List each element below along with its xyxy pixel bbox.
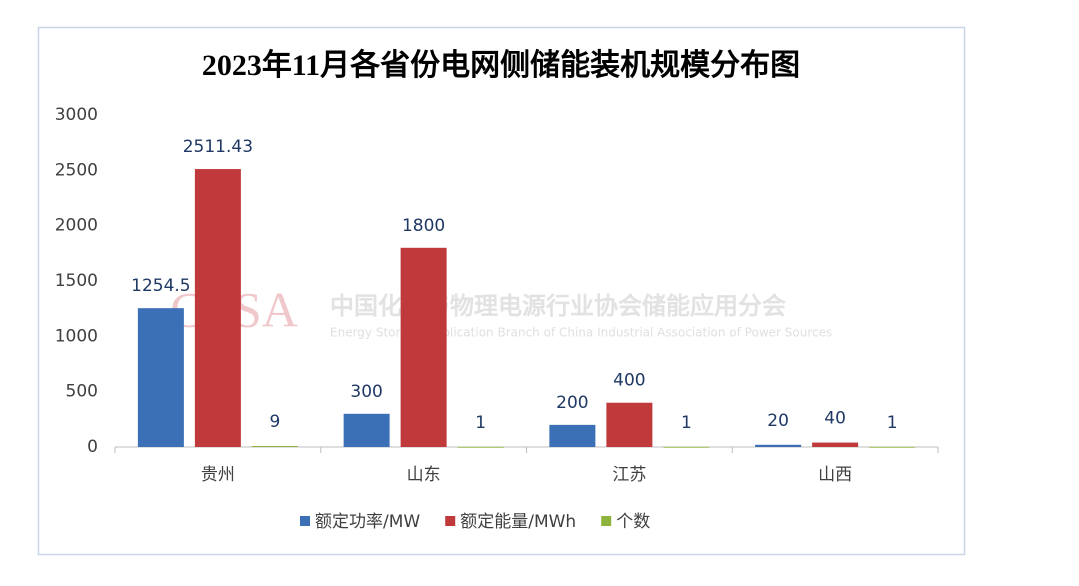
bar xyxy=(606,402,653,447)
value-label: 9 xyxy=(269,412,280,432)
value-label: 300 xyxy=(350,382,382,402)
y-tick-label: 3000 xyxy=(55,105,98,125)
chart-title: 2023年11月各省份电网侧储能装机规模分布图 xyxy=(202,48,800,82)
y-tick-label: 2000 xyxy=(55,216,98,236)
bar xyxy=(812,442,859,447)
x-tick-label: 山西 xyxy=(818,465,852,485)
bar xyxy=(194,169,241,447)
value-label: 20 xyxy=(767,411,789,431)
value-label: 1 xyxy=(681,413,692,433)
y-tick-label: 2500 xyxy=(55,160,98,180)
bar xyxy=(251,446,298,447)
x-tick-label: 贵州 xyxy=(201,465,235,485)
bar xyxy=(137,308,184,447)
value-label: 200 xyxy=(556,393,588,413)
value-label: 2511.43 xyxy=(183,137,253,157)
legend-swatch xyxy=(445,516,456,526)
y-tick-label: 1000 xyxy=(55,326,98,346)
bar xyxy=(549,424,596,447)
bar xyxy=(343,413,390,447)
bar xyxy=(663,446,710,448)
bar xyxy=(755,444,802,447)
value-label: 1800 xyxy=(402,216,445,236)
value-label: 400 xyxy=(613,371,645,391)
value-label: 1254.5 xyxy=(131,276,190,296)
y-tick-label: 1500 xyxy=(55,271,98,291)
x-tick-label: 江苏 xyxy=(612,465,646,485)
bar xyxy=(457,446,504,448)
bar xyxy=(400,247,447,447)
x-tick-label: 山东 xyxy=(407,465,441,485)
legend-label: 个数 xyxy=(616,512,650,532)
bar xyxy=(869,446,916,448)
watermark-name-en: Energy Storage Application Branch of Chi… xyxy=(330,326,832,340)
y-tick-label: 0 xyxy=(87,437,98,457)
value-label: 1 xyxy=(887,413,898,433)
legend-swatch xyxy=(601,516,612,526)
value-label: 40 xyxy=(824,409,846,429)
legend-label: 额定功率/MW xyxy=(315,512,420,532)
watermark-name: 中国化学与物理电源行业协会储能应用分会 xyxy=(330,292,786,320)
legend-label: 额定能量/MWh xyxy=(460,512,576,532)
chart-frame xyxy=(37,26,966,556)
legend-swatch xyxy=(300,516,310,526)
y-tick-label: 500 xyxy=(66,382,98,402)
value-label: 1 xyxy=(475,413,486,433)
